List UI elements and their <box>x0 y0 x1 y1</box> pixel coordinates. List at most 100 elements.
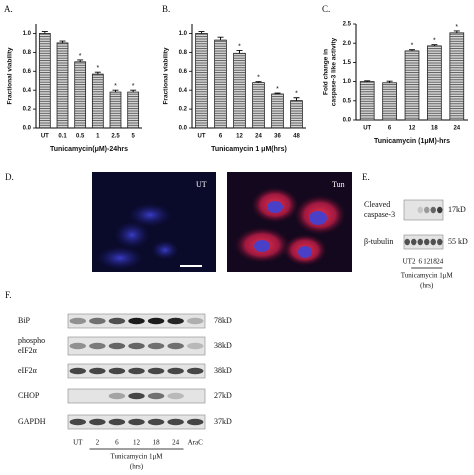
blot-band <box>167 418 184 426</box>
bar <box>214 39 227 129</box>
blot-band <box>167 342 184 350</box>
error-bar <box>41 31 48 34</box>
bar <box>127 91 140 129</box>
significance-mark: * <box>455 24 458 31</box>
significance-mark: * <box>238 43 241 50</box>
row-label: β-tubulin <box>364 237 393 246</box>
blot-band <box>404 238 410 246</box>
error-bar <box>274 92 281 94</box>
blot-band <box>147 367 165 375</box>
y-tick-label: 0.6 <box>23 69 32 75</box>
size-label: 38kD <box>214 341 232 350</box>
blot-band <box>430 238 436 246</box>
x-tick-label: 24 <box>255 134 262 140</box>
row-label: eIF2α <box>18 366 38 375</box>
lane-label: 18 <box>153 439 161 447</box>
lane-label: 12 <box>423 258 431 266</box>
error-bar <box>198 31 205 34</box>
unit-label: (hrs) <box>420 282 434 290</box>
blot-band <box>89 367 106 375</box>
x-tick-label: UT <box>41 134 49 140</box>
significance-mark: * <box>276 86 279 93</box>
row-label: GAPDH <box>18 417 46 426</box>
bar <box>56 42 69 129</box>
y-axis-label: Fold change in <box>323 49 330 95</box>
significance-mark: * <box>114 83 117 90</box>
y-tick-label: 0.4 <box>23 88 32 94</box>
x-tick-label: 12 <box>236 134 243 140</box>
y-tick-label: 0.6 <box>179 69 188 75</box>
bar <box>427 45 442 121</box>
x-axis-label: Tunicamycin (1μM)-hrs <box>374 138 450 145</box>
x-tick-label: 6 <box>219 134 223 140</box>
row-label: eIF2α <box>18 346 38 355</box>
image-label: UT <box>196 180 207 189</box>
blot-band <box>424 206 430 214</box>
blot-band <box>437 238 443 246</box>
blot-band <box>69 317 87 325</box>
blot-band <box>147 392 165 400</box>
panel-label: F. <box>5 290 12 300</box>
treatment-label: Tunicamycin 1μM <box>111 453 164 461</box>
y-tick-label: 0.4 <box>179 88 188 94</box>
bar <box>290 100 303 129</box>
blot-band <box>108 392 126 400</box>
significance-mark: * <box>295 91 298 98</box>
blot-band <box>186 367 204 375</box>
lane-label: 24 <box>172 439 180 447</box>
blot-band <box>147 342 165 350</box>
image-label: Tun <box>332 180 345 189</box>
blot-band <box>128 418 145 426</box>
bar <box>382 82 397 121</box>
bar <box>195 33 208 129</box>
blot-band <box>69 367 87 375</box>
blot-band <box>186 418 204 426</box>
blot-band <box>89 342 106 350</box>
error-bar <box>453 30 460 33</box>
blot-band <box>411 238 417 246</box>
blot-band <box>108 317 126 325</box>
blot-band <box>89 418 106 426</box>
y-tick-label: 2.0 <box>343 41 352 47</box>
x-tick-label: 0.5 <box>76 134 85 140</box>
error-bar <box>386 80 393 83</box>
error-bar <box>236 50 243 54</box>
y-tick-label: 1.0 <box>23 31 32 37</box>
blot-band <box>167 367 184 375</box>
y-tick-label: 1.0 <box>179 31 188 37</box>
bar <box>109 91 122 129</box>
bar <box>91 73 104 129</box>
treatment-label: Tunicamycin 1μM <box>401 272 454 280</box>
bar <box>252 82 265 129</box>
panel-label: B. <box>162 4 170 14</box>
lane-label: 2 <box>96 439 100 447</box>
lane-label: 2 <box>412 258 416 266</box>
panel-label: E. <box>362 172 370 182</box>
unit-label: (hrs) <box>130 463 144 471</box>
y-axis-label: Fractional viability <box>7 47 14 104</box>
error-bar <box>217 36 224 41</box>
bar <box>449 32 465 121</box>
significance-mark: * <box>96 65 99 72</box>
blot-band <box>430 206 436 214</box>
blot-band <box>147 418 165 426</box>
blot-band <box>108 342 126 350</box>
bar <box>233 52 246 129</box>
lane-label: 18 <box>430 258 438 266</box>
size-label: 27kD <box>214 391 232 400</box>
error-bar <box>364 80 371 82</box>
blot-band <box>108 367 126 375</box>
blot-band <box>69 418 87 426</box>
y-tick-label: 0.0 <box>343 118 352 124</box>
error-bar <box>59 40 66 43</box>
blot-band <box>417 238 423 246</box>
x-tick-label: 12 <box>409 126 416 132</box>
blot-band <box>167 317 184 325</box>
row-label: phospho <box>18 336 45 345</box>
x-tick-label: 6 <box>388 126 392 132</box>
blot-band <box>128 342 145 350</box>
blot-band <box>108 418 126 426</box>
significance-mark: * <box>79 53 82 60</box>
size-label: 17kD <box>448 205 466 214</box>
y-tick-label: 0.0 <box>23 126 32 132</box>
